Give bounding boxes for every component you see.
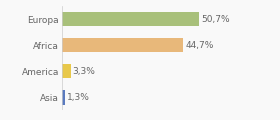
Text: 50,7%: 50,7% <box>202 15 230 24</box>
Bar <box>62 64 71 78</box>
Bar <box>62 90 65 105</box>
Bar <box>62 12 199 26</box>
Text: 44,7%: 44,7% <box>185 41 214 50</box>
Text: 3,3%: 3,3% <box>73 67 95 76</box>
Bar <box>62 38 183 52</box>
Text: 1,3%: 1,3% <box>67 93 90 102</box>
